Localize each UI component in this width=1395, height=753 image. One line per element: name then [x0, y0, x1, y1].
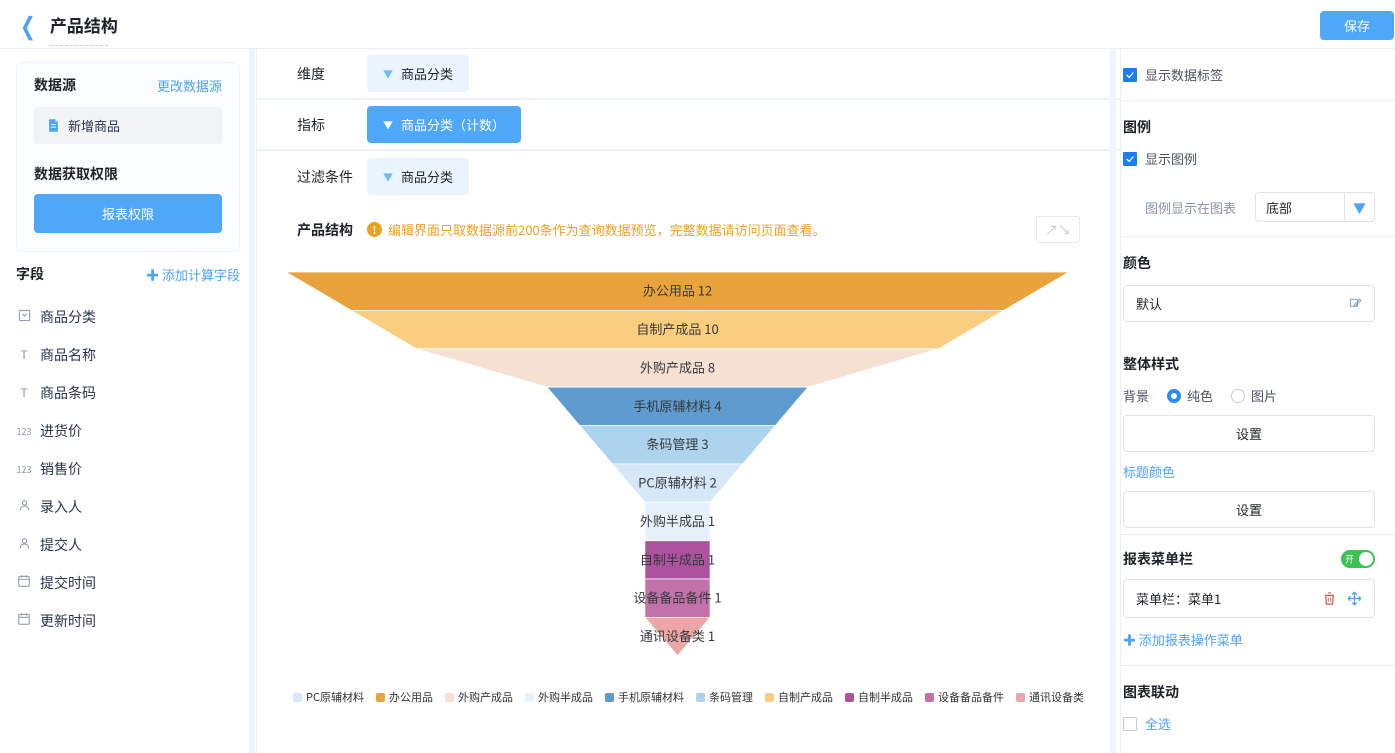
svg-text:自制半成品 1: 自制半成品 1 — [640, 549, 715, 568]
svg-text:办公用品 12: 办公用品 12 — [643, 281, 712, 300]
svg-text:自制产成品 10: 自制产成品 10 — [636, 319, 718, 338]
svg-text:通讯设备类 1: 通讯设备类 1 — [640, 626, 715, 645]
svg-text:手机原辅材料 4: 手机原辅材料 4 — [633, 396, 721, 415]
svg-text:PC原辅材料 2: PC原辅材料 2 — [638, 473, 717, 492]
svg-text:设备备品备件 1: 设备备品备件 1 — [633, 588, 721, 607]
svg-text:条码管理 3: 条码管理 3 — [646, 434, 708, 453]
svg-text:外购产成品 8: 外购产成品 8 — [640, 357, 715, 376]
svg-text:外购半成品 1: 外购半成品 1 — [640, 511, 715, 530]
